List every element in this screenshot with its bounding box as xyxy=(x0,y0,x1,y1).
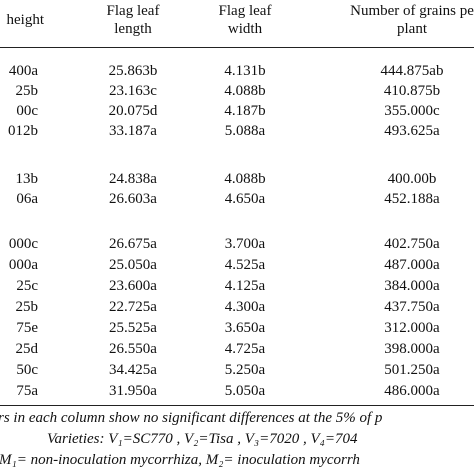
table-note: rs in each column show no significant di… xyxy=(0,410,383,426)
table-cell: 4.525a xyxy=(224,257,266,273)
header-cell: height xyxy=(6,12,45,28)
table-cell: 75e xyxy=(16,320,38,336)
table-cell: 06a xyxy=(16,191,38,207)
table-cell: 5.050a xyxy=(224,383,266,399)
table-cell: 400a xyxy=(8,63,38,79)
table-cell: 355.000c xyxy=(384,103,440,119)
table-cell: 402.750a xyxy=(384,236,440,252)
table-cell: 26.675a xyxy=(109,236,157,252)
table-cell: 25c xyxy=(16,278,38,294)
table-cell: 000a xyxy=(8,257,38,273)
table-cell: 452.188a xyxy=(384,191,440,207)
table-cell: 23.600a xyxy=(109,278,157,294)
table-cell: 24.838a xyxy=(109,171,157,187)
header-cell: Flag leaf xyxy=(106,3,160,19)
table-cell: 437.750a xyxy=(384,299,440,315)
header-cell: length xyxy=(114,21,152,37)
table-cell: 13b xyxy=(15,171,39,187)
table-cell: 4.187b xyxy=(224,103,266,119)
table-cell: 22.725a xyxy=(109,299,157,315)
table-cell: 20.075d xyxy=(108,103,158,119)
table-cell: 3.700a xyxy=(224,236,266,252)
table-cell: 34.425a xyxy=(109,362,157,378)
table-cell: 25d xyxy=(15,341,39,357)
table-cell: 5.088a xyxy=(224,123,266,139)
table-cell: 4.650a xyxy=(224,191,266,207)
table-cell: 25.863b xyxy=(108,63,158,79)
table-cell: 487.000a xyxy=(384,257,440,273)
table-cell: 4.125a xyxy=(224,278,266,294)
table-cell: 4.088b xyxy=(224,171,266,187)
table-note: Varieties: V₁=SC770 , V₂=Tisa , V₃=7020 … xyxy=(47,431,358,447)
table-cell: 012b xyxy=(8,123,38,139)
table-cell: 312.000a xyxy=(384,320,440,336)
bottom-rule xyxy=(0,405,474,406)
table-cell: 493.625a xyxy=(384,123,440,139)
table-cell: 26.603a xyxy=(109,191,157,207)
table-cell: 23.163c xyxy=(109,83,157,99)
table-cell: 25.050a xyxy=(109,257,157,273)
table-cell: 00c xyxy=(16,103,38,119)
header-cell: Number of grains pe xyxy=(350,3,474,19)
header-cell: plant xyxy=(397,21,427,37)
table-cell: 4.131b xyxy=(224,63,266,79)
table-cell: 000c xyxy=(8,236,38,252)
table-cell: 398.000a xyxy=(384,341,440,357)
table-cell: 25.525a xyxy=(109,320,157,336)
header-cell: Flag leaf xyxy=(218,3,272,19)
table-cell: 410.875b xyxy=(383,83,441,99)
table-cell: 31.950a xyxy=(109,383,157,399)
table-cell: 4.725a xyxy=(224,341,266,357)
table-cell: 4.088b xyxy=(224,83,266,99)
header-cell: width xyxy=(227,21,263,37)
header-rule xyxy=(0,47,474,48)
table-cell: 400.00b xyxy=(387,171,437,187)
table-cell: 384.000a xyxy=(384,278,440,294)
table-cell: 25b xyxy=(15,299,39,315)
table-cell: 444.875ab xyxy=(380,63,444,79)
table-cell: 501.250a xyxy=(384,362,440,378)
table-cell: 33.187a xyxy=(109,123,157,139)
table-note: M₁= non-inoculation mycorrhiza, M₂= inoc… xyxy=(0,452,360,468)
table-cell: 5.250a xyxy=(224,362,266,378)
table-cell: 4.300a xyxy=(224,299,266,315)
table-cell: 25b xyxy=(15,83,39,99)
table-cell: 50c xyxy=(16,362,38,378)
table-cell: 75a xyxy=(16,383,38,399)
table-cell: 486.000a xyxy=(384,383,440,399)
table-cell: 26.550a xyxy=(109,341,157,357)
table-cell: 3.650a xyxy=(224,320,266,336)
